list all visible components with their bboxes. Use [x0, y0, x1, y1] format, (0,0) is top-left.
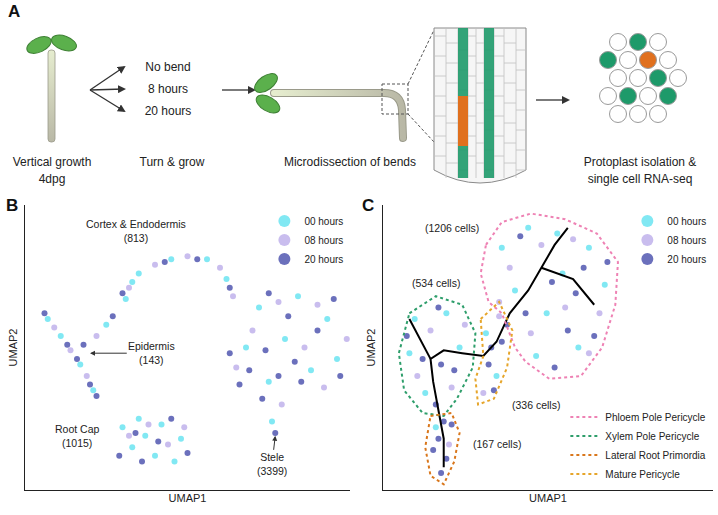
svg-text:UMAP2: UMAP2	[365, 329, 377, 367]
svg-text:(167 cells): (167 cells)	[473, 438, 521, 450]
svg-text:Vertical growth: Vertical growth	[13, 155, 92, 169]
svg-text:Xylem Pole Pericycle: Xylem Pole Pericycle	[605, 431, 699, 442]
svg-text:Protoplast isolation &: Protoplast isolation &	[584, 155, 697, 169]
svg-text:UMAP1: UMAP1	[529, 492, 567, 504]
svg-text:Stele(3399): Stele(3399)	[257, 451, 287, 477]
html-text:B: B	[6, 196, 19, 215]
svg-text:single cell RNA-seq: single cell RNA-seq	[588, 172, 693, 186]
svg-text:20 hours: 20 hours	[145, 104, 192, 118]
svg-text:(534 cells): (534 cells)	[412, 277, 460, 289]
svg-text:00 hours: 00 hours	[667, 216, 706, 227]
svg-text:08 hours: 08 hours	[667, 235, 706, 246]
svg-text:UMAP1: UMAP1	[169, 492, 207, 504]
svg-text:Lateral Root Primordia: Lateral Root Primordia	[605, 450, 705, 461]
svg-text:Mature Pericycle: Mature Pericycle	[605, 469, 680, 480]
svg-text:Epidermis(143): Epidermis(143)	[128, 340, 175, 366]
svg-text:Turn & grow: Turn & grow	[140, 155, 205, 169]
svg-text:Cortex & Endodermis(813): Cortex & Endodermis(813)	[86, 218, 186, 244]
svg-text:8 hours: 8 hours	[148, 82, 188, 96]
svg-text:Phloem Pole Pericycle: Phloem Pole Pericycle	[605, 412, 705, 423]
svg-text:(336 cells): (336 cells)	[512, 399, 560, 411]
svg-text:00 hours: 00 hours	[304, 216, 343, 227]
svg-text:Microdissection of bends: Microdissection of bends	[284, 155, 416, 169]
svg-text:20 hours: 20 hours	[667, 254, 706, 265]
html-text:A: A	[8, 2, 21, 21]
html-text:C: C	[362, 196, 375, 215]
svg-text:Root Cap(1015): Root Cap(1015)	[55, 423, 100, 449]
svg-text:4dpg: 4dpg	[39, 172, 66, 186]
svg-text:20 hours: 20 hours	[304, 254, 343, 265]
svg-text:(1206 cells): (1206 cells)	[425, 222, 479, 234]
svg-text:UMAP2: UMAP2	[7, 329, 19, 367]
svg-text:08 hours: 08 hours	[304, 235, 343, 246]
svg-text:No bend: No bend	[145, 60, 190, 74]
